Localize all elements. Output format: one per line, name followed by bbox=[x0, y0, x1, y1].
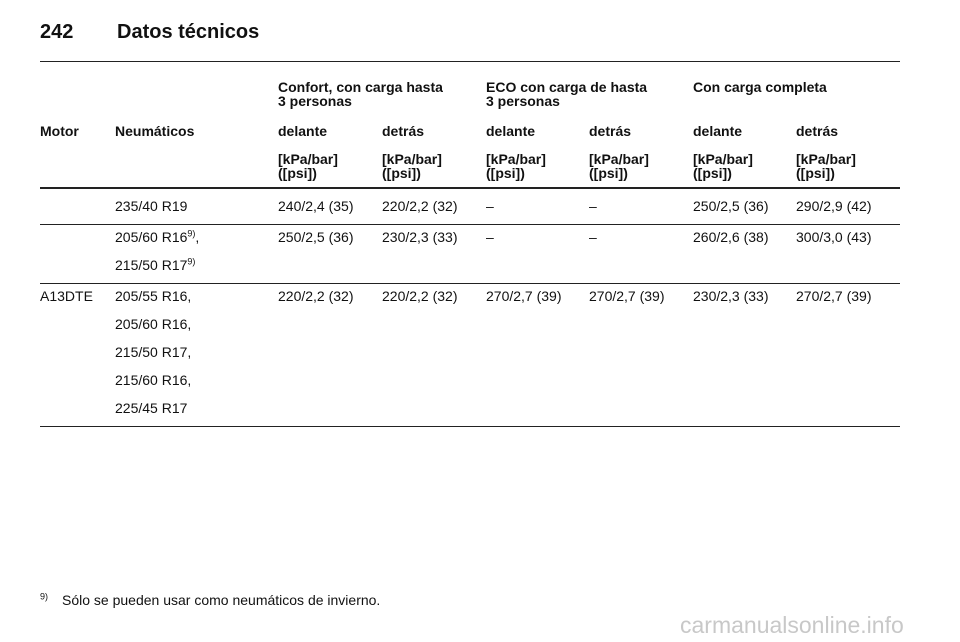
pressure-value: – bbox=[486, 229, 494, 245]
column-header: delante bbox=[693, 123, 743, 139]
header-rule bbox=[40, 61, 900, 62]
group-header: 3 personas bbox=[278, 93, 352, 109]
unit-label: [kPa/bar] bbox=[693, 151, 753, 167]
column-header: detrás bbox=[796, 123, 839, 139]
pressure-value: 240/2,4 (35) bbox=[278, 198, 354, 214]
pressure-value: 290/2,9 (42) bbox=[796, 198, 872, 214]
group-header: Confort, con carga hasta bbox=[278, 79, 443, 95]
row-rule bbox=[40, 283, 900, 284]
footnote: 9) Sólo se pueden usar como neumáticos de… bbox=[40, 592, 380, 608]
pressure-value: – bbox=[589, 229, 597, 245]
pressure-value: – bbox=[589, 198, 597, 214]
tire-size: 215/60 R16, bbox=[115, 372, 191, 388]
tire-separator: , bbox=[195, 229, 200, 245]
pressure-value: – bbox=[486, 198, 494, 214]
unit-label: ([psi]) bbox=[382, 165, 421, 181]
tire-size: 215/50 R179) bbox=[115, 257, 195, 273]
footnote-text: Sólo se pueden usar como neumáticos de i… bbox=[62, 592, 381, 608]
pressure-value: 270/2,7 (39) bbox=[486, 288, 562, 304]
column-header: Neumáticos bbox=[115, 123, 195, 139]
pressure-value: 220/2,2 (32) bbox=[278, 288, 354, 304]
footnote-mark: 9) bbox=[40, 591, 49, 602]
tire-size-text: 205/60 R16, bbox=[115, 316, 192, 332]
column-header: Motor bbox=[40, 123, 79, 139]
tire-size: 205/55 R16, bbox=[115, 288, 191, 304]
tire-note: 9) bbox=[187, 228, 196, 239]
pressure-value: 230/2,3 (33) bbox=[382, 229, 458, 245]
column-header: detrás bbox=[589, 123, 632, 139]
tire-size: 205/60 R169), bbox=[115, 229, 199, 245]
tire-size-text: 205/55 R16, bbox=[115, 288, 192, 304]
motor: A13DTE bbox=[40, 288, 93, 304]
header-bottom-rule bbox=[40, 187, 900, 189]
unit-label: [kPa/bar] bbox=[382, 151, 442, 167]
tire-size: 205/60 R16, bbox=[115, 316, 191, 332]
row-rule bbox=[40, 224, 900, 225]
unit-label: ([psi]) bbox=[278, 165, 317, 181]
pressure-value: 220/2,2 (32) bbox=[382, 198, 458, 214]
column-header: delante bbox=[486, 123, 536, 139]
tire-size-text: 215/60 R16, bbox=[115, 372, 192, 388]
page-number: 242 bbox=[40, 21, 74, 43]
unit-label: [kPa/bar] bbox=[486, 151, 546, 167]
unit-label: ([psi]) bbox=[693, 165, 732, 181]
pressure-value: 270/2,7 (39) bbox=[589, 288, 665, 304]
unit-label: [kPa/bar] bbox=[589, 151, 649, 167]
watermark: carmanualsonline.info bbox=[680, 612, 904, 638]
pressure-value: 260/2,6 (38) bbox=[693, 229, 769, 245]
page-title: Datos técnicos bbox=[117, 21, 260, 43]
unit-label: ([psi]) bbox=[796, 165, 835, 181]
pressure-value: 250/2,5 (36) bbox=[693, 198, 769, 214]
tire-size-text: 225/45 R17 bbox=[115, 400, 188, 416]
pressure-value: 220/2,2 (32) bbox=[382, 288, 458, 304]
tire-size: 215/50 R17, bbox=[115, 344, 191, 360]
tire-size-text: 215/50 R17 bbox=[115, 257, 188, 273]
pressure-value: 270/2,7 (39) bbox=[796, 288, 872, 304]
tire-size-text: 205/60 R16 bbox=[115, 229, 188, 245]
tire-size-text: 235/40 R19 bbox=[115, 198, 188, 214]
column-header: detrás bbox=[382, 123, 425, 139]
column-header: delante bbox=[278, 123, 328, 139]
unit-label: [kPa/bar] bbox=[796, 151, 856, 167]
pressure-value: 250/2,5 (36) bbox=[278, 229, 354, 245]
pressure-value: 300/3,0 (43) bbox=[796, 229, 872, 245]
unit-label: ([psi]) bbox=[486, 165, 525, 181]
group-header: 3 personas bbox=[486, 93, 560, 109]
tire-size: 235/40 R19 bbox=[115, 198, 187, 214]
group-header: Con carga completa bbox=[693, 79, 827, 95]
tire-size: 225/45 R17 bbox=[115, 400, 187, 416]
tire-size-text: 215/50 R17, bbox=[115, 344, 192, 360]
tire-note: 9) bbox=[187, 256, 196, 267]
row-rule bbox=[40, 426, 900, 427]
group-header: ECO con carga de hasta bbox=[486, 79, 648, 95]
pressure-value: 230/2,3 (33) bbox=[693, 288, 769, 304]
unit-label: ([psi]) bbox=[589, 165, 628, 181]
unit-label: [kPa/bar] bbox=[278, 151, 338, 167]
